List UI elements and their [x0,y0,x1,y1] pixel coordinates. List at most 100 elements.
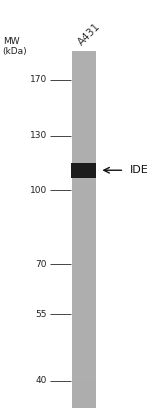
Bar [72,401,96,405]
Bar [72,205,96,208]
Bar [72,137,96,140]
Text: 170: 170 [30,75,47,84]
Bar [72,305,96,308]
Bar [72,230,96,233]
Bar [72,223,96,226]
Bar [72,148,96,151]
Bar [72,380,96,383]
Bar [72,112,96,115]
Bar [72,55,96,59]
Bar [72,333,96,337]
Bar [72,258,96,262]
Bar [72,326,96,330]
Bar [71,163,96,178]
Text: A431: A431 [77,21,103,47]
Bar [72,66,96,69]
Bar [72,283,96,287]
Bar [72,98,96,101]
Bar [72,194,96,198]
Bar [72,208,96,212]
Bar [72,144,96,148]
Bar [72,362,96,365]
Bar [72,158,96,162]
Bar [72,280,96,283]
Bar [72,155,96,158]
Bar [72,69,96,73]
Bar [72,287,96,291]
Bar [72,126,96,130]
Bar [72,122,96,126]
Bar [72,90,96,94]
Bar [72,119,96,122]
Bar [72,390,96,394]
Bar [72,344,96,348]
Bar [72,262,96,265]
Bar [72,173,96,176]
Bar [72,308,96,312]
Bar [72,312,96,316]
Text: 40: 40 [36,376,47,385]
Bar [72,180,96,184]
Bar [72,387,96,390]
Text: MW
(kDa): MW (kDa) [3,37,27,56]
Text: 55: 55 [36,310,47,319]
Bar [72,184,96,187]
Bar [72,198,96,201]
Bar [72,251,96,255]
Bar [72,405,96,408]
Bar [72,187,96,191]
Bar [72,355,96,358]
Bar [72,201,96,205]
Bar [72,301,96,305]
Bar [72,233,96,237]
Bar [72,247,96,251]
Bar [72,298,96,301]
Bar [72,59,96,62]
Bar [72,162,96,166]
Bar [72,87,96,90]
Text: IDE: IDE [130,165,148,175]
Bar [72,83,96,87]
Bar [72,269,96,273]
Bar [72,244,96,247]
Bar [72,62,96,66]
Bar [72,212,96,215]
Bar [72,140,96,144]
Text: 100: 100 [30,186,47,194]
Bar [72,176,96,180]
Bar [72,255,96,258]
Bar [72,316,96,319]
Bar [72,237,96,240]
Bar [72,398,96,401]
Bar [72,108,96,112]
Bar [72,151,96,155]
Bar [72,376,96,380]
Bar [72,240,96,244]
Bar [72,215,96,219]
Bar [72,369,96,372]
Bar [72,337,96,340]
Bar [72,291,96,294]
Bar [72,394,96,398]
Bar [72,101,96,105]
Bar [72,348,96,351]
Bar [72,273,96,276]
Bar [72,73,96,76]
Bar [72,351,96,355]
Text: 70: 70 [36,260,47,269]
Bar [72,80,96,83]
Bar [72,76,96,80]
Bar [72,219,96,223]
Bar [72,133,96,137]
Bar [72,340,96,344]
Bar [72,294,96,298]
Bar [72,191,96,194]
Bar [72,372,96,376]
Bar [72,319,96,323]
Bar [72,265,96,269]
Bar [72,358,96,362]
Bar [72,130,96,133]
Bar [72,383,96,387]
Bar [72,323,96,326]
Bar [72,226,96,230]
